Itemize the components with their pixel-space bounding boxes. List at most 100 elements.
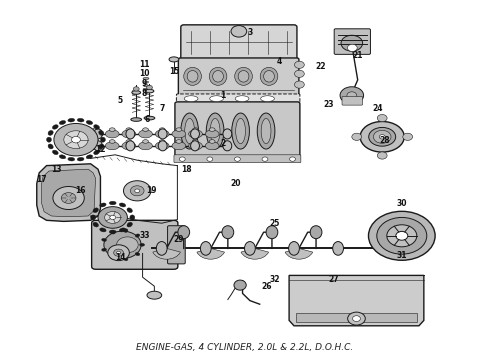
Text: 16: 16: [75, 186, 86, 195]
Ellipse shape: [159, 140, 165, 143]
Ellipse shape: [131, 118, 142, 121]
Ellipse shape: [185, 118, 195, 144]
Circle shape: [377, 217, 427, 254]
Ellipse shape: [48, 144, 53, 149]
Ellipse shape: [59, 155, 66, 159]
Ellipse shape: [77, 157, 84, 161]
Ellipse shape: [144, 81, 148, 83]
Wedge shape: [285, 248, 313, 259]
FancyBboxPatch shape: [178, 58, 299, 95]
Ellipse shape: [124, 229, 128, 233]
FancyBboxPatch shape: [174, 155, 301, 163]
Ellipse shape: [124, 257, 128, 261]
Ellipse shape: [100, 137, 105, 142]
Ellipse shape: [140, 243, 145, 246]
Ellipse shape: [223, 129, 232, 139]
Ellipse shape: [126, 140, 132, 143]
Ellipse shape: [176, 140, 182, 143]
Ellipse shape: [368, 127, 396, 146]
Ellipse shape: [200, 242, 211, 255]
Wedge shape: [153, 248, 180, 259]
Ellipse shape: [94, 129, 102, 139]
Text: 20: 20: [230, 179, 241, 188]
Circle shape: [387, 225, 417, 247]
Text: 14: 14: [115, 253, 125, 262]
Circle shape: [179, 157, 185, 161]
Ellipse shape: [127, 208, 132, 213]
Text: 7: 7: [159, 104, 164, 112]
Ellipse shape: [193, 128, 198, 131]
Ellipse shape: [232, 113, 249, 149]
Circle shape: [147, 85, 152, 90]
Text: 4: 4: [277, 57, 282, 66]
Ellipse shape: [172, 142, 186, 150]
Text: 8: 8: [142, 89, 147, 98]
Ellipse shape: [139, 142, 152, 150]
Ellipse shape: [122, 130, 136, 138]
Ellipse shape: [235, 67, 252, 85]
Ellipse shape: [59, 121, 66, 125]
Ellipse shape: [68, 157, 74, 161]
Text: 11: 11: [139, 60, 150, 69]
Text: 3: 3: [247, 28, 252, 37]
Text: 32: 32: [269, 274, 280, 284]
Ellipse shape: [209, 140, 215, 143]
Text: 1: 1: [220, 91, 225, 100]
Text: 27: 27: [328, 274, 339, 284]
Circle shape: [352, 133, 362, 140]
Ellipse shape: [77, 118, 84, 122]
Ellipse shape: [158, 141, 167, 151]
Ellipse shape: [181, 113, 198, 149]
Text: 22: 22: [316, 62, 326, 71]
Circle shape: [377, 114, 387, 122]
Circle shape: [133, 87, 139, 91]
Ellipse shape: [310, 226, 322, 239]
Ellipse shape: [135, 234, 140, 237]
Ellipse shape: [89, 130, 102, 138]
Circle shape: [379, 135, 385, 139]
Text: 6: 6: [145, 115, 149, 124]
Circle shape: [234, 157, 240, 161]
Ellipse shape: [109, 230, 116, 234]
Circle shape: [294, 70, 304, 77]
Wedge shape: [197, 248, 224, 259]
Ellipse shape: [94, 141, 102, 151]
Ellipse shape: [145, 89, 154, 93]
Circle shape: [123, 181, 151, 201]
Ellipse shape: [184, 96, 198, 102]
Ellipse shape: [132, 91, 141, 94]
Text: 26: 26: [262, 282, 272, 291]
Circle shape: [340, 87, 364, 104]
Ellipse shape: [52, 150, 58, 155]
Circle shape: [117, 251, 121, 254]
Ellipse shape: [135, 252, 140, 256]
Ellipse shape: [52, 125, 58, 129]
Ellipse shape: [245, 242, 255, 255]
Ellipse shape: [209, 67, 227, 85]
Ellipse shape: [126, 129, 135, 139]
Ellipse shape: [105, 130, 119, 138]
Ellipse shape: [130, 215, 135, 220]
FancyBboxPatch shape: [181, 25, 297, 60]
Ellipse shape: [102, 238, 106, 241]
Ellipse shape: [47, 137, 51, 142]
Polygon shape: [289, 275, 424, 326]
Circle shape: [135, 189, 140, 193]
Ellipse shape: [119, 228, 126, 232]
Ellipse shape: [213, 71, 223, 82]
Text: 31: 31: [396, 251, 407, 260]
Circle shape: [110, 215, 116, 220]
Wedge shape: [241, 248, 269, 259]
Ellipse shape: [205, 142, 219, 150]
Text: 2: 2: [220, 139, 225, 148]
Text: 17: 17: [36, 175, 47, 184]
Ellipse shape: [94, 125, 99, 129]
Text: 19: 19: [147, 186, 157, 195]
Ellipse shape: [155, 142, 169, 150]
Ellipse shape: [143, 140, 148, 143]
Circle shape: [348, 312, 366, 325]
Ellipse shape: [234, 280, 246, 290]
Ellipse shape: [172, 130, 186, 138]
Ellipse shape: [333, 242, 343, 255]
Ellipse shape: [206, 113, 224, 149]
